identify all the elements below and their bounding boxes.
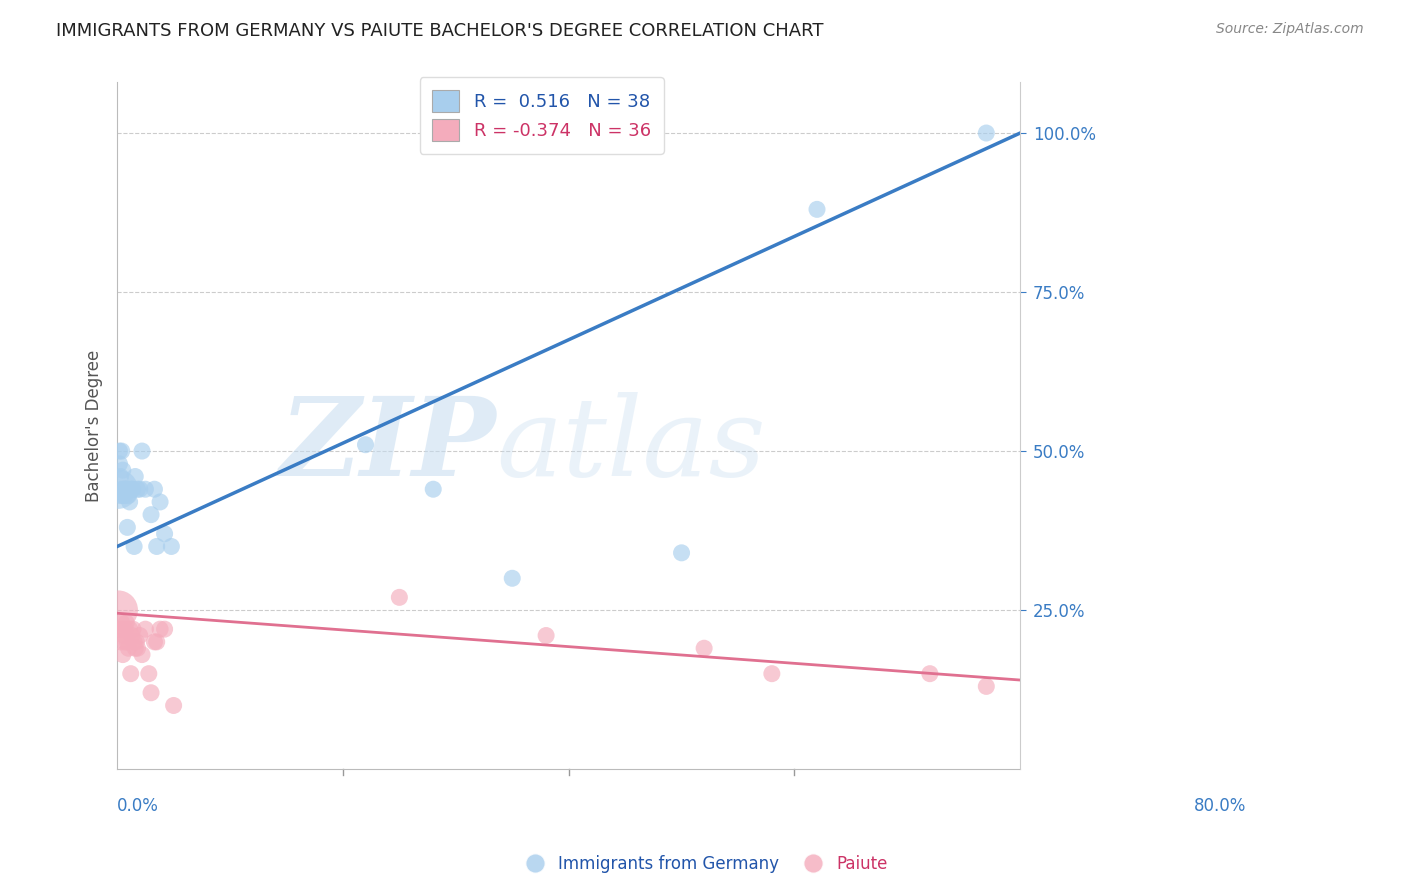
Point [107,603,129,617]
Point [122,482,145,496]
Point [145,540,167,554]
Text: 80.0%: 80.0% [1194,797,1246,814]
Point [122,540,145,554]
Point [143,482,166,496]
Point [117,489,139,503]
Point [111,489,134,503]
Text: Source: ZipAtlas.com: Source: ZipAtlas.com [1216,22,1364,37]
Point [761,666,783,681]
Point [111,648,134,662]
Legend: Immigrants from Germany, Paiute: Immigrants from Germany, Paiute [512,848,894,880]
Point [112,628,135,642]
Point [160,540,183,554]
Point [534,628,557,642]
Text: IMMIGRANTS FROM GERMANY VS PAIUTE BACHELOR'S DEGREE CORRELATION CHART: IMMIGRANTS FROM GERMANY VS PAIUTE BACHEL… [56,22,824,40]
Point [121,628,143,642]
Point [127,641,149,656]
Point [162,698,184,713]
Point [124,641,146,656]
Legend: R =  0.516   N = 38, R = -0.374   N = 36: R = 0.516 N = 38, R = -0.374 N = 36 [419,78,664,154]
Point [114,482,136,496]
Point [114,635,136,649]
Point [117,635,139,649]
Point [693,641,716,656]
Point [149,622,172,636]
Point [122,622,145,636]
Point [125,635,148,649]
Point [974,126,997,140]
Point [111,444,134,458]
Text: ZIP: ZIP [280,392,496,500]
Point [134,482,156,496]
Point [118,495,141,509]
Point [107,482,129,496]
Text: atlas: atlas [496,392,766,500]
Point [143,635,166,649]
Point [115,482,138,496]
Point [120,666,142,681]
Point [128,482,150,496]
Y-axis label: Bachelor's Degree: Bachelor's Degree [86,350,103,501]
Point [108,457,131,471]
Point [501,571,523,585]
Point [112,482,135,496]
Point [111,615,134,630]
Point [111,463,134,477]
Point [118,622,141,636]
Point [114,489,136,503]
Point [145,635,167,649]
Point [110,469,132,483]
Point [121,482,143,496]
Point [139,686,162,700]
Point [153,622,176,636]
Point [149,495,172,509]
Point [127,482,149,496]
Point [974,680,997,694]
Point [117,520,139,534]
Point [134,622,156,636]
Point [131,648,153,662]
Point [122,635,145,649]
Point [117,641,139,656]
Point [117,482,139,496]
Point [110,489,132,503]
Point [139,508,162,522]
Point [108,622,131,636]
Point [124,469,146,483]
Point [111,622,134,636]
Point [138,666,160,681]
Point [131,444,153,458]
Point [422,482,444,496]
Point [354,438,377,452]
Point [918,666,941,681]
Point [108,444,131,458]
Point [806,202,828,217]
Point [111,482,134,496]
Point [388,591,411,605]
Point [115,615,138,630]
Point [153,526,176,541]
Text: 0.0%: 0.0% [117,797,159,814]
Point [110,635,132,649]
Point [671,546,693,560]
Point [128,628,150,642]
Point [120,482,142,496]
Point [114,622,136,636]
